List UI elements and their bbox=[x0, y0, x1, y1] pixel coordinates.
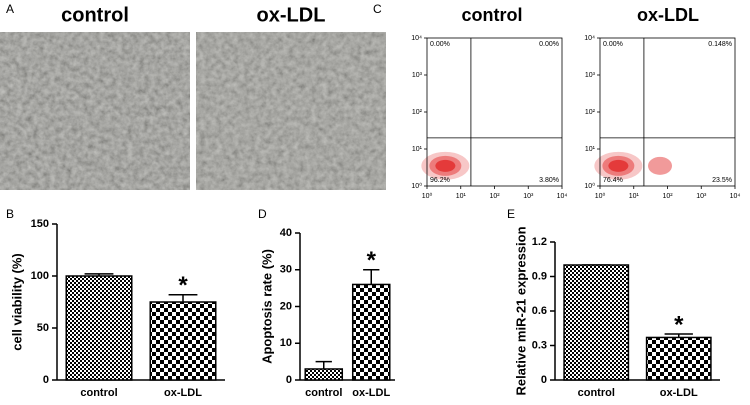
y-tick-label: 0.9 bbox=[532, 270, 547, 282]
y-tick-label: 10² bbox=[412, 109, 423, 116]
y-tick-label: 10⁴ bbox=[584, 35, 595, 42]
image-title: control bbox=[61, 4, 129, 26]
y-axis-label: cell viability (%) bbox=[9, 253, 24, 351]
x-tick-label: 10⁰ bbox=[422, 192, 433, 200]
x-tick-label: 10⁰ bbox=[595, 192, 606, 200]
y-tick-label: 0 bbox=[43, 374, 49, 386]
y-tick-label: 30 bbox=[280, 264, 292, 276]
x-tick-label: 10¹ bbox=[629, 193, 640, 200]
y-tick-label: 0.6 bbox=[532, 305, 547, 317]
y-tick-label: 10 bbox=[280, 337, 292, 349]
y-tick-label: 0 bbox=[541, 374, 547, 386]
quadrant-label: 0.00% bbox=[539, 41, 559, 48]
quadrant-label: 0.00% bbox=[603, 41, 623, 48]
micrograph-texture bbox=[0, 32, 190, 190]
x-tick-label: ox-LDL bbox=[660, 387, 698, 399]
x-tick-label: control bbox=[305, 387, 342, 399]
x-tick-label: ox-LDL bbox=[352, 387, 390, 399]
quadrant-label: 3.80% bbox=[539, 177, 559, 184]
y-tick-label: 10² bbox=[585, 109, 596, 116]
panel-label: B bbox=[6, 207, 14, 221]
y-tick-label: 0 bbox=[286, 374, 292, 386]
bar bbox=[304, 368, 344, 381]
quadrant-label: 0.00% bbox=[430, 41, 450, 48]
panel-label: E bbox=[507, 207, 515, 221]
y-tick-label: 10¹ bbox=[585, 146, 596, 153]
x-tick-label: 10⁴ bbox=[730, 193, 741, 200]
event-cloud bbox=[648, 156, 673, 175]
chart-title: control bbox=[462, 5, 523, 25]
y-tick-label: 10³ bbox=[585, 72, 596, 79]
image-title: ox-LDL bbox=[257, 4, 326, 26]
significance-mark: * bbox=[367, 247, 377, 274]
bar bbox=[563, 264, 630, 381]
quadrant-label: 76.4% bbox=[603, 177, 623, 184]
x-tick-label: 10² bbox=[662, 193, 673, 200]
y-tick-label: 10⁴ bbox=[411, 35, 422, 42]
x-tick-label: control bbox=[578, 387, 615, 399]
y-tick-label: 1.2 bbox=[532, 236, 547, 248]
quadrant-label: 96.2% bbox=[430, 177, 450, 184]
panel-label: A bbox=[6, 2, 14, 16]
significance-mark: * bbox=[178, 272, 188, 299]
panel-label: D bbox=[258, 207, 267, 221]
y-axis-label: Apoptosis rate (%) bbox=[259, 249, 274, 364]
y-tick-label: 10⁰ bbox=[411, 182, 422, 190]
event-cloud bbox=[435, 159, 456, 172]
y-tick-label: 50 bbox=[37, 322, 49, 334]
bar bbox=[351, 283, 391, 381]
significance-mark: * bbox=[674, 311, 684, 338]
y-tick-label: 0.3 bbox=[532, 339, 547, 351]
y-axis-label: Relative miR-21 expression bbox=[513, 226, 528, 395]
bar bbox=[645, 336, 712, 381]
y-tick-label: 150 bbox=[31, 218, 49, 230]
bar bbox=[149, 301, 217, 381]
y-tick-label: 10³ bbox=[412, 72, 423, 79]
x-tick-label: control bbox=[80, 387, 117, 399]
y-tick-label: 40 bbox=[280, 227, 292, 239]
bar bbox=[65, 275, 133, 381]
x-tick-label: 10² bbox=[489, 193, 500, 200]
x-tick-label: 10⁴ bbox=[557, 193, 568, 200]
y-tick-label: 20 bbox=[280, 300, 292, 312]
x-tick-label: 10³ bbox=[523, 193, 534, 200]
panel-label: C bbox=[373, 2, 382, 16]
quadrant-label: 23.5% bbox=[712, 177, 732, 184]
x-tick-label: 10¹ bbox=[456, 193, 467, 200]
x-tick-label: ox-LDL bbox=[164, 387, 202, 399]
y-tick-label: 10⁰ bbox=[584, 182, 595, 190]
quadrant-label: 0.148% bbox=[708, 41, 732, 48]
micrograph-texture bbox=[196, 32, 386, 190]
y-tick-label: 100 bbox=[31, 270, 49, 282]
y-tick-label: 10¹ bbox=[412, 146, 423, 153]
chart-title: ox-LDL bbox=[637, 5, 699, 25]
event-cloud bbox=[608, 159, 629, 172]
x-tick-label: 10³ bbox=[696, 193, 707, 200]
